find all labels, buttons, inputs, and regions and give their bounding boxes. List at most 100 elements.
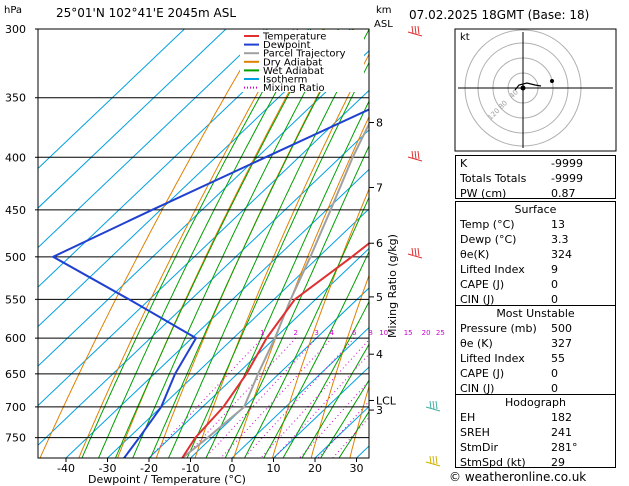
wind-barb (425, 455, 441, 467)
mixing-ratio-line (148, 337, 263, 458)
dry-adiabat (621, 29, 629, 458)
hodograph-ring-label: 80 (497, 99, 509, 111)
most-unstable-row: Lifted Index 55 (460, 352, 565, 365)
height-tick-label: 4 (376, 348, 383, 361)
temperature-tick-label: -20 (140, 462, 158, 475)
temperature-tick-label: 20 (308, 462, 322, 475)
isotherm-line (190, 287, 369, 458)
wind-barb (407, 150, 423, 162)
pressure-tick-label: 350 (5, 92, 26, 105)
surface-row: CIN (J) 0 (460, 293, 558, 306)
isotherm-line (38, 89, 369, 407)
pressure-tick-label: 700 (5, 401, 26, 414)
hodograph-frame (454, 28, 617, 152)
mixing-ratio-axis-title: Mixing Ratio (g/kg) (386, 234, 399, 338)
hodograph-unit-label: kt (460, 32, 470, 43)
most-unstable-row: CIN (J) 0 (460, 382, 558, 395)
wind-barbs (407, 25, 441, 467)
mixing-ratio-line (220, 337, 333, 458)
legend-label: Parcel Trajectory (263, 49, 346, 60)
isotherm-line (148, 247, 369, 458)
wet-adiabat (205, 100, 369, 458)
wind-barb (407, 25, 423, 37)
temperature-tick-label: 0 (229, 462, 236, 475)
isotherm-line (65, 168, 369, 458)
wet-adiabat (301, 343, 369, 458)
dry-adiabat (310, 273, 369, 458)
index-row: PW (cm) 0.87 (460, 187, 576, 200)
hodograph-table: Hodograph EH 182 SREH 241 StmDir 281° StmSp… (455, 394, 616, 469)
mixing-ratio-label: 15 (404, 329, 413, 337)
most-unstable-panel: Most Unstable Pressure (mb) 500 θe (K) 327… (455, 305, 616, 395)
isotherm-line (231, 326, 369, 458)
hodograph-trace (514, 82, 542, 91)
surface-row: Dewp (°C) 3.3 (460, 233, 569, 246)
wet-adiabat (244, 196, 369, 458)
hodograph-row: StmSpd (kt) 29 (460, 456, 565, 469)
copyright-link[interactable]: © weatheronline.co.uk (449, 470, 587, 484)
surface-row: θe(K) 324 (460, 248, 572, 261)
legend-label: Dewpoint (263, 40, 311, 51)
dry-adiabat (194, 53, 369, 458)
surface-title: Surface (514, 203, 557, 216)
isotherm-line (273, 366, 369, 458)
surface-row: Temp (°C) 13 (460, 218, 565, 231)
mixing-ratio-label: 20 (422, 329, 431, 337)
height-tick-label: 6 (376, 237, 383, 250)
hodograph-row: SREH 241 (460, 426, 572, 439)
legend-label: Dry Adiabat (263, 57, 322, 68)
isotherm-line (38, 29, 268, 249)
temperature-tick-label: 30 (350, 462, 364, 475)
wet-adiabat (132, 29, 340, 458)
dry-adiabat (117, 29, 324, 458)
mixing-ratio-label: 2 (294, 329, 298, 337)
index-row: Totals Totals -9999 (460, 172, 583, 185)
wet-adiabat (263, 250, 369, 458)
hpa-unit-label: hPa (4, 5, 22, 16)
chart-grid (38, 29, 629, 458)
dry-adiabat (39, 29, 265, 458)
temperature-tick-label: -30 (99, 462, 117, 475)
hodograph-table-title: Hodograph (505, 396, 566, 409)
most-unstable-row: θe (K) 327 (460, 337, 572, 350)
mixing-ratio-label: 10 (379, 329, 388, 337)
wet-adiabat (186, 61, 369, 458)
wind-barb (407, 247, 423, 259)
pressure-tick-label: 600 (5, 332, 26, 345)
wind-barb (425, 400, 441, 412)
isotherm-line (38, 29, 351, 328)
temperature-tick-label: 10 (267, 462, 281, 475)
mixing-ratio-line (204, 337, 317, 458)
height-tick-label: 8 (376, 117, 383, 130)
height-tick-label: 5 (376, 291, 383, 304)
dry-adiabat (78, 29, 295, 458)
wet-adiabat (149, 29, 354, 458)
asl-unit-label: ASL (374, 19, 393, 30)
surface-panel: Surface Temp (°C) 13 Dewp (°C) 3.3 θe(K) 32… (455, 201, 616, 306)
x-axis-title: Dewpoint / Temperature (°C) (88, 473, 246, 486)
isotherm-line (107, 208, 369, 458)
legend-label: Isotherm (263, 75, 307, 86)
index-row: K -9999 (460, 157, 583, 170)
height-tick-label: 3 (376, 404, 383, 417)
most-unstable-row: Pressure (mb) 500 (460, 322, 572, 335)
pressure-tick-label: 500 (5, 251, 26, 264)
legend-box (240, 30, 364, 92)
dry-adiabat (349, 384, 369, 458)
hodograph-row: StmDir 281° (460, 441, 578, 454)
surface-row: Lifted Index 9 (460, 263, 558, 276)
mixing-ratio-labels: 1 2 3 4 6 8 10 15 20 25 (260, 329, 445, 337)
hodograph-row: EH 182 (460, 411, 572, 424)
run-datetime: 07.02.2025 18GMT (Base: 18) (409, 8, 589, 22)
pressure-tick-label: 750 (5, 432, 26, 445)
most-unstable-title: Most Unstable (496, 307, 575, 320)
isotherm-line (38, 129, 369, 446)
parcel-curve (181, 121, 369, 458)
mixing-ratio-line (183, 337, 297, 458)
pressure-tick-label: 300 (5, 23, 26, 36)
wet-adiabat (114, 29, 325, 458)
height-tick-label: 7 (376, 181, 383, 194)
